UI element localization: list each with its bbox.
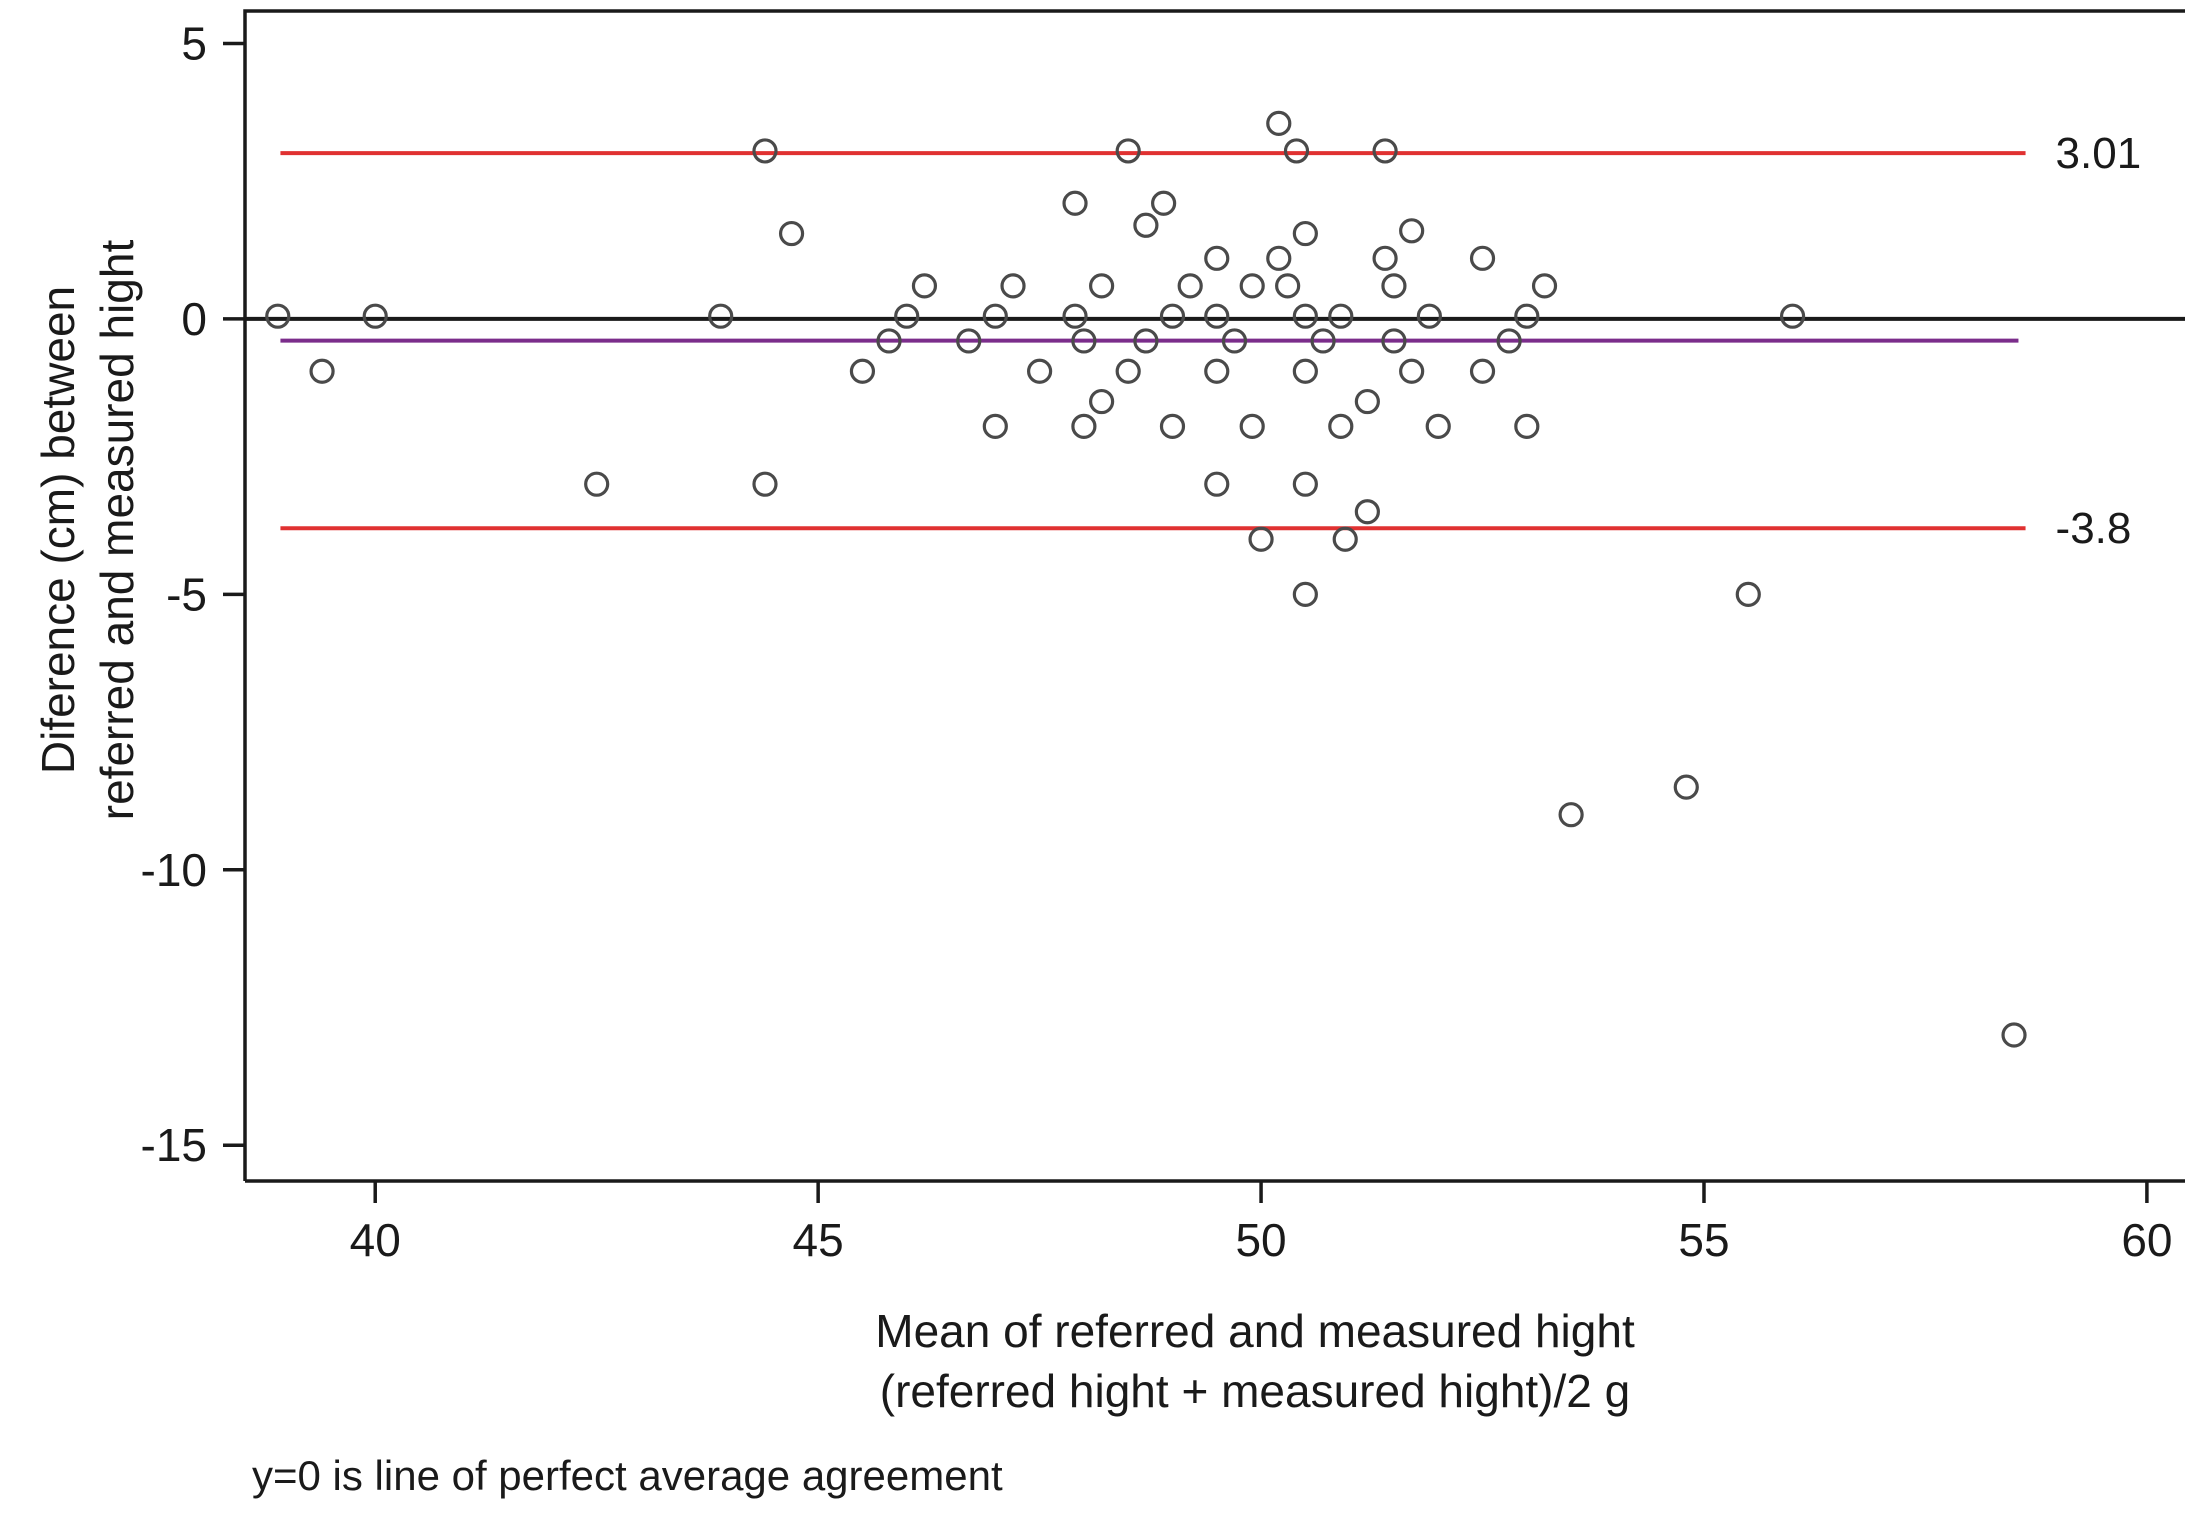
- data-point: [1159, 413, 1186, 439]
- data-point: [1372, 245, 1398, 271]
- data-point: [1372, 138, 1398, 164]
- x-tick-label: 50: [1235, 1214, 1286, 1266]
- data-point: [1531, 273, 1558, 299]
- data-point: [1514, 413, 1540, 439]
- x-axis-title-line2: (referred hight + measured hight)/2 g: [879, 1364, 1631, 1417]
- data-point: [778, 220, 805, 247]
- data-point: [1071, 413, 1097, 439]
- reference-line-label: -3.8: [2056, 504, 2132, 553]
- data-point: [1328, 303, 1354, 329]
- data-point: [849, 358, 876, 384]
- data-point: [309, 358, 335, 384]
- x-axis-title-line1: Mean of referred and measured hight: [875, 1305, 1635, 1357]
- data-point: [1071, 328, 1097, 354]
- data-point: [1381, 273, 1407, 299]
- data-point: [1558, 802, 1584, 828]
- data-point: [584, 471, 610, 497]
- data-point: [1177, 273, 1203, 299]
- data-point: [1292, 471, 1318, 497]
- data-point: [1416, 303, 1442, 329]
- data-point: [1275, 273, 1301, 299]
- data-point: [1062, 190, 1088, 216]
- x-tick-label: 55: [1678, 1214, 1729, 1266]
- data-point: [982, 303, 1008, 329]
- footnote: y=0 is line of perfect average agreement: [252, 1452, 1003, 1499]
- data-point: [1000, 273, 1026, 299]
- x-tick-label: 40: [350, 1214, 401, 1266]
- data-point: [362, 303, 388, 329]
- data-point: [1089, 273, 1115, 299]
- data-point: [1496, 328, 1522, 354]
- plot-frame: [243, 9, 2185, 1181]
- data-point: [1089, 388, 1115, 415]
- y-tick-label: -5: [166, 568, 207, 620]
- x-tick-label: 60: [2121, 1214, 2172, 1266]
- data-point: [1133, 328, 1159, 354]
- data-point: [1266, 110, 1292, 136]
- data-point: [1221, 328, 1248, 354]
- y-axis-title-line2: referred and measured hight: [91, 239, 143, 821]
- data-point: [1735, 581, 1761, 607]
- data-point: [1133, 212, 1159, 238]
- data-point: [1115, 138, 1141, 164]
- y-axis-title-line1: Diference (cm) between: [32, 285, 85, 775]
- data-point: [1469, 358, 1496, 384]
- x-tick-label: 45: [793, 1214, 844, 1266]
- y-tick-label: -15: [141, 1119, 207, 1171]
- data-point: [1115, 358, 1141, 384]
- data-point: [1292, 358, 1318, 384]
- reference-line-label: 3.01: [2056, 129, 2142, 178]
- data-point: [911, 273, 938, 299]
- data-point: [1239, 413, 1265, 439]
- data-point: [2001, 1022, 2027, 1048]
- data-point: [894, 303, 920, 329]
- data-point: [1673, 774, 1699, 800]
- data-point: [1292, 581, 1318, 607]
- data-point: [1204, 471, 1230, 497]
- data-point: [1514, 303, 1540, 329]
- data-point: [1283, 138, 1310, 164]
- data-point: [1354, 388, 1380, 415]
- data-point: [1399, 218, 1425, 244]
- data-point: [1399, 358, 1425, 384]
- data-point: [752, 138, 778, 164]
- data-point: [956, 328, 982, 354]
- data-point: [1266, 245, 1292, 271]
- data-point: [1779, 303, 1806, 329]
- x-axis-title: Mean of referred and measured hight (ref…: [875, 1302, 1634, 1422]
- data-point: [1292, 220, 1318, 247]
- data-point: [752, 471, 778, 497]
- y-tick-label: 0: [181, 293, 207, 345]
- data-point: [1204, 358, 1230, 384]
- data-point: [1310, 328, 1336, 354]
- data-point: [1159, 303, 1186, 329]
- data-point: [1204, 303, 1230, 329]
- y-axis-title: Diference (cm) between referred and meas…: [29, 240, 147, 820]
- data-point: [1425, 413, 1451, 439]
- data-point: [1239, 273, 1265, 299]
- y-tick-label: 5: [181, 18, 207, 70]
- data-point: [1328, 413, 1354, 439]
- data-point: [708, 303, 734, 329]
- data-point: [1292, 303, 1318, 329]
- data-point: [265, 303, 291, 329]
- data-point: [1151, 190, 1177, 216]
- data-point: [1062, 303, 1088, 329]
- data-point: [1204, 245, 1230, 271]
- data-point: [1248, 526, 1274, 552]
- data-point: [1354, 499, 1380, 525]
- data-point: [1027, 358, 1053, 384]
- data-point: [1381, 328, 1407, 354]
- data-point: [982, 413, 1008, 439]
- y-tick-label: -10: [141, 844, 207, 896]
- data-point: [1332, 526, 1358, 552]
- data-point: [876, 328, 902, 354]
- data-point: [1469, 245, 1496, 271]
